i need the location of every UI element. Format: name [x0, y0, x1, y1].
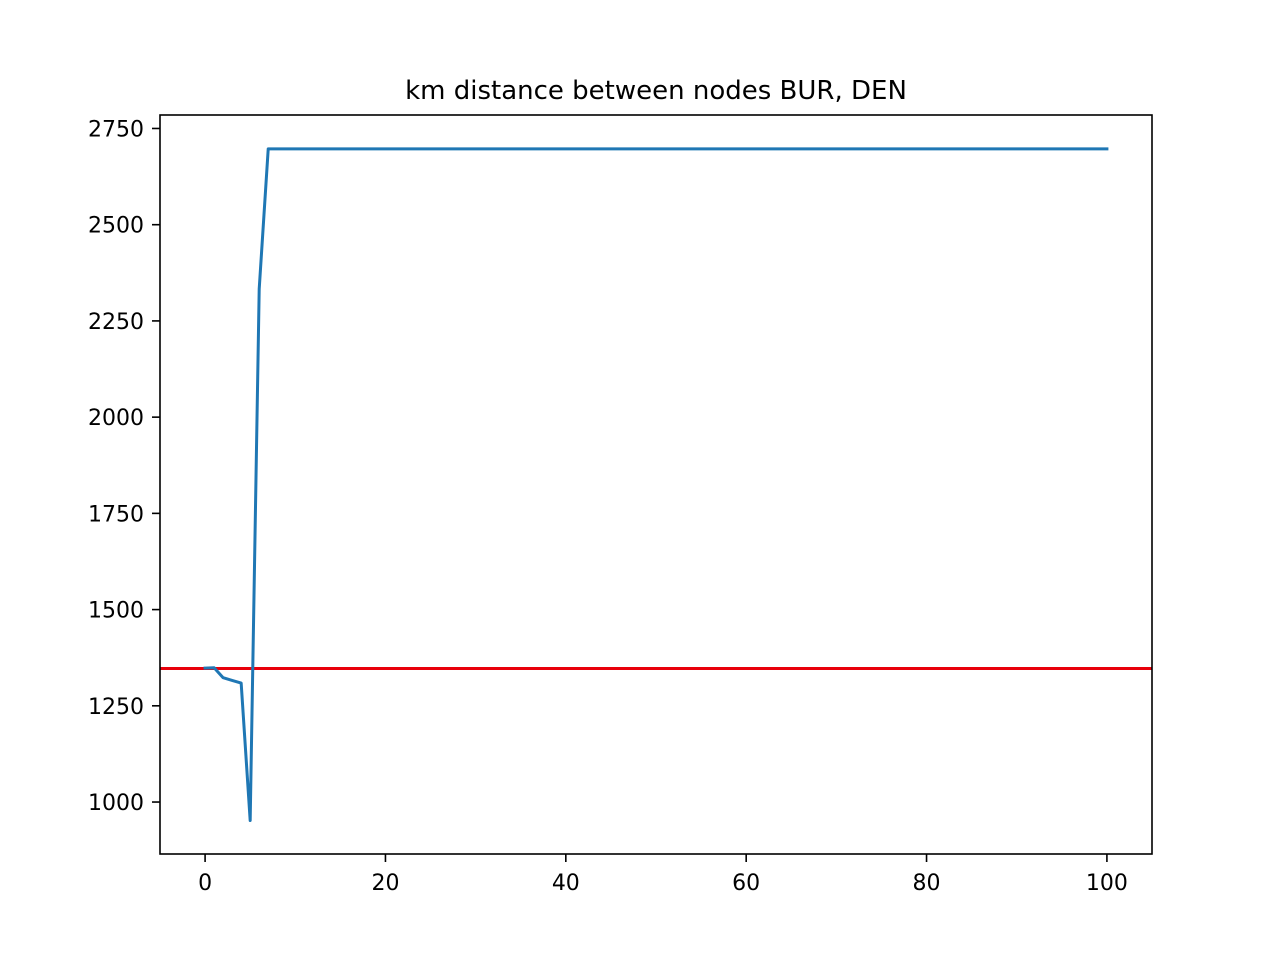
- x-tick-label: 40: [552, 871, 580, 896]
- series-lines: [203, 147, 1109, 823]
- y-tick-label: 2250: [88, 310, 144, 335]
- y-tick-label: 2000: [88, 406, 144, 431]
- axes-frame: [159, 114, 1153, 855]
- x-tick-label: 80: [913, 871, 941, 896]
- series-line-0: [203, 147, 1109, 823]
- x-tick-label: 100: [1086, 871, 1128, 896]
- y-tick-label: 1000: [88, 791, 144, 816]
- x-tick-label: 60: [732, 871, 760, 896]
- y-tick-label: 2500: [88, 214, 144, 239]
- chart-title: km distance between nodes BUR, DEN: [405, 76, 907, 106]
- y-axis: 1000 1250 1500 1750 2000 2250 2500 2750: [88, 117, 160, 816]
- y-tick-label: 1250: [88, 695, 144, 720]
- y-tick-label: 1750: [88, 502, 144, 527]
- y-tick-label: 1500: [88, 599, 144, 624]
- y-tick-label: 2750: [88, 117, 144, 142]
- x-axis: 0 20 40 60 80 100: [198, 854, 1128, 896]
- x-tick-label: 0: [198, 871, 212, 896]
- x-tick-label: 20: [371, 871, 399, 896]
